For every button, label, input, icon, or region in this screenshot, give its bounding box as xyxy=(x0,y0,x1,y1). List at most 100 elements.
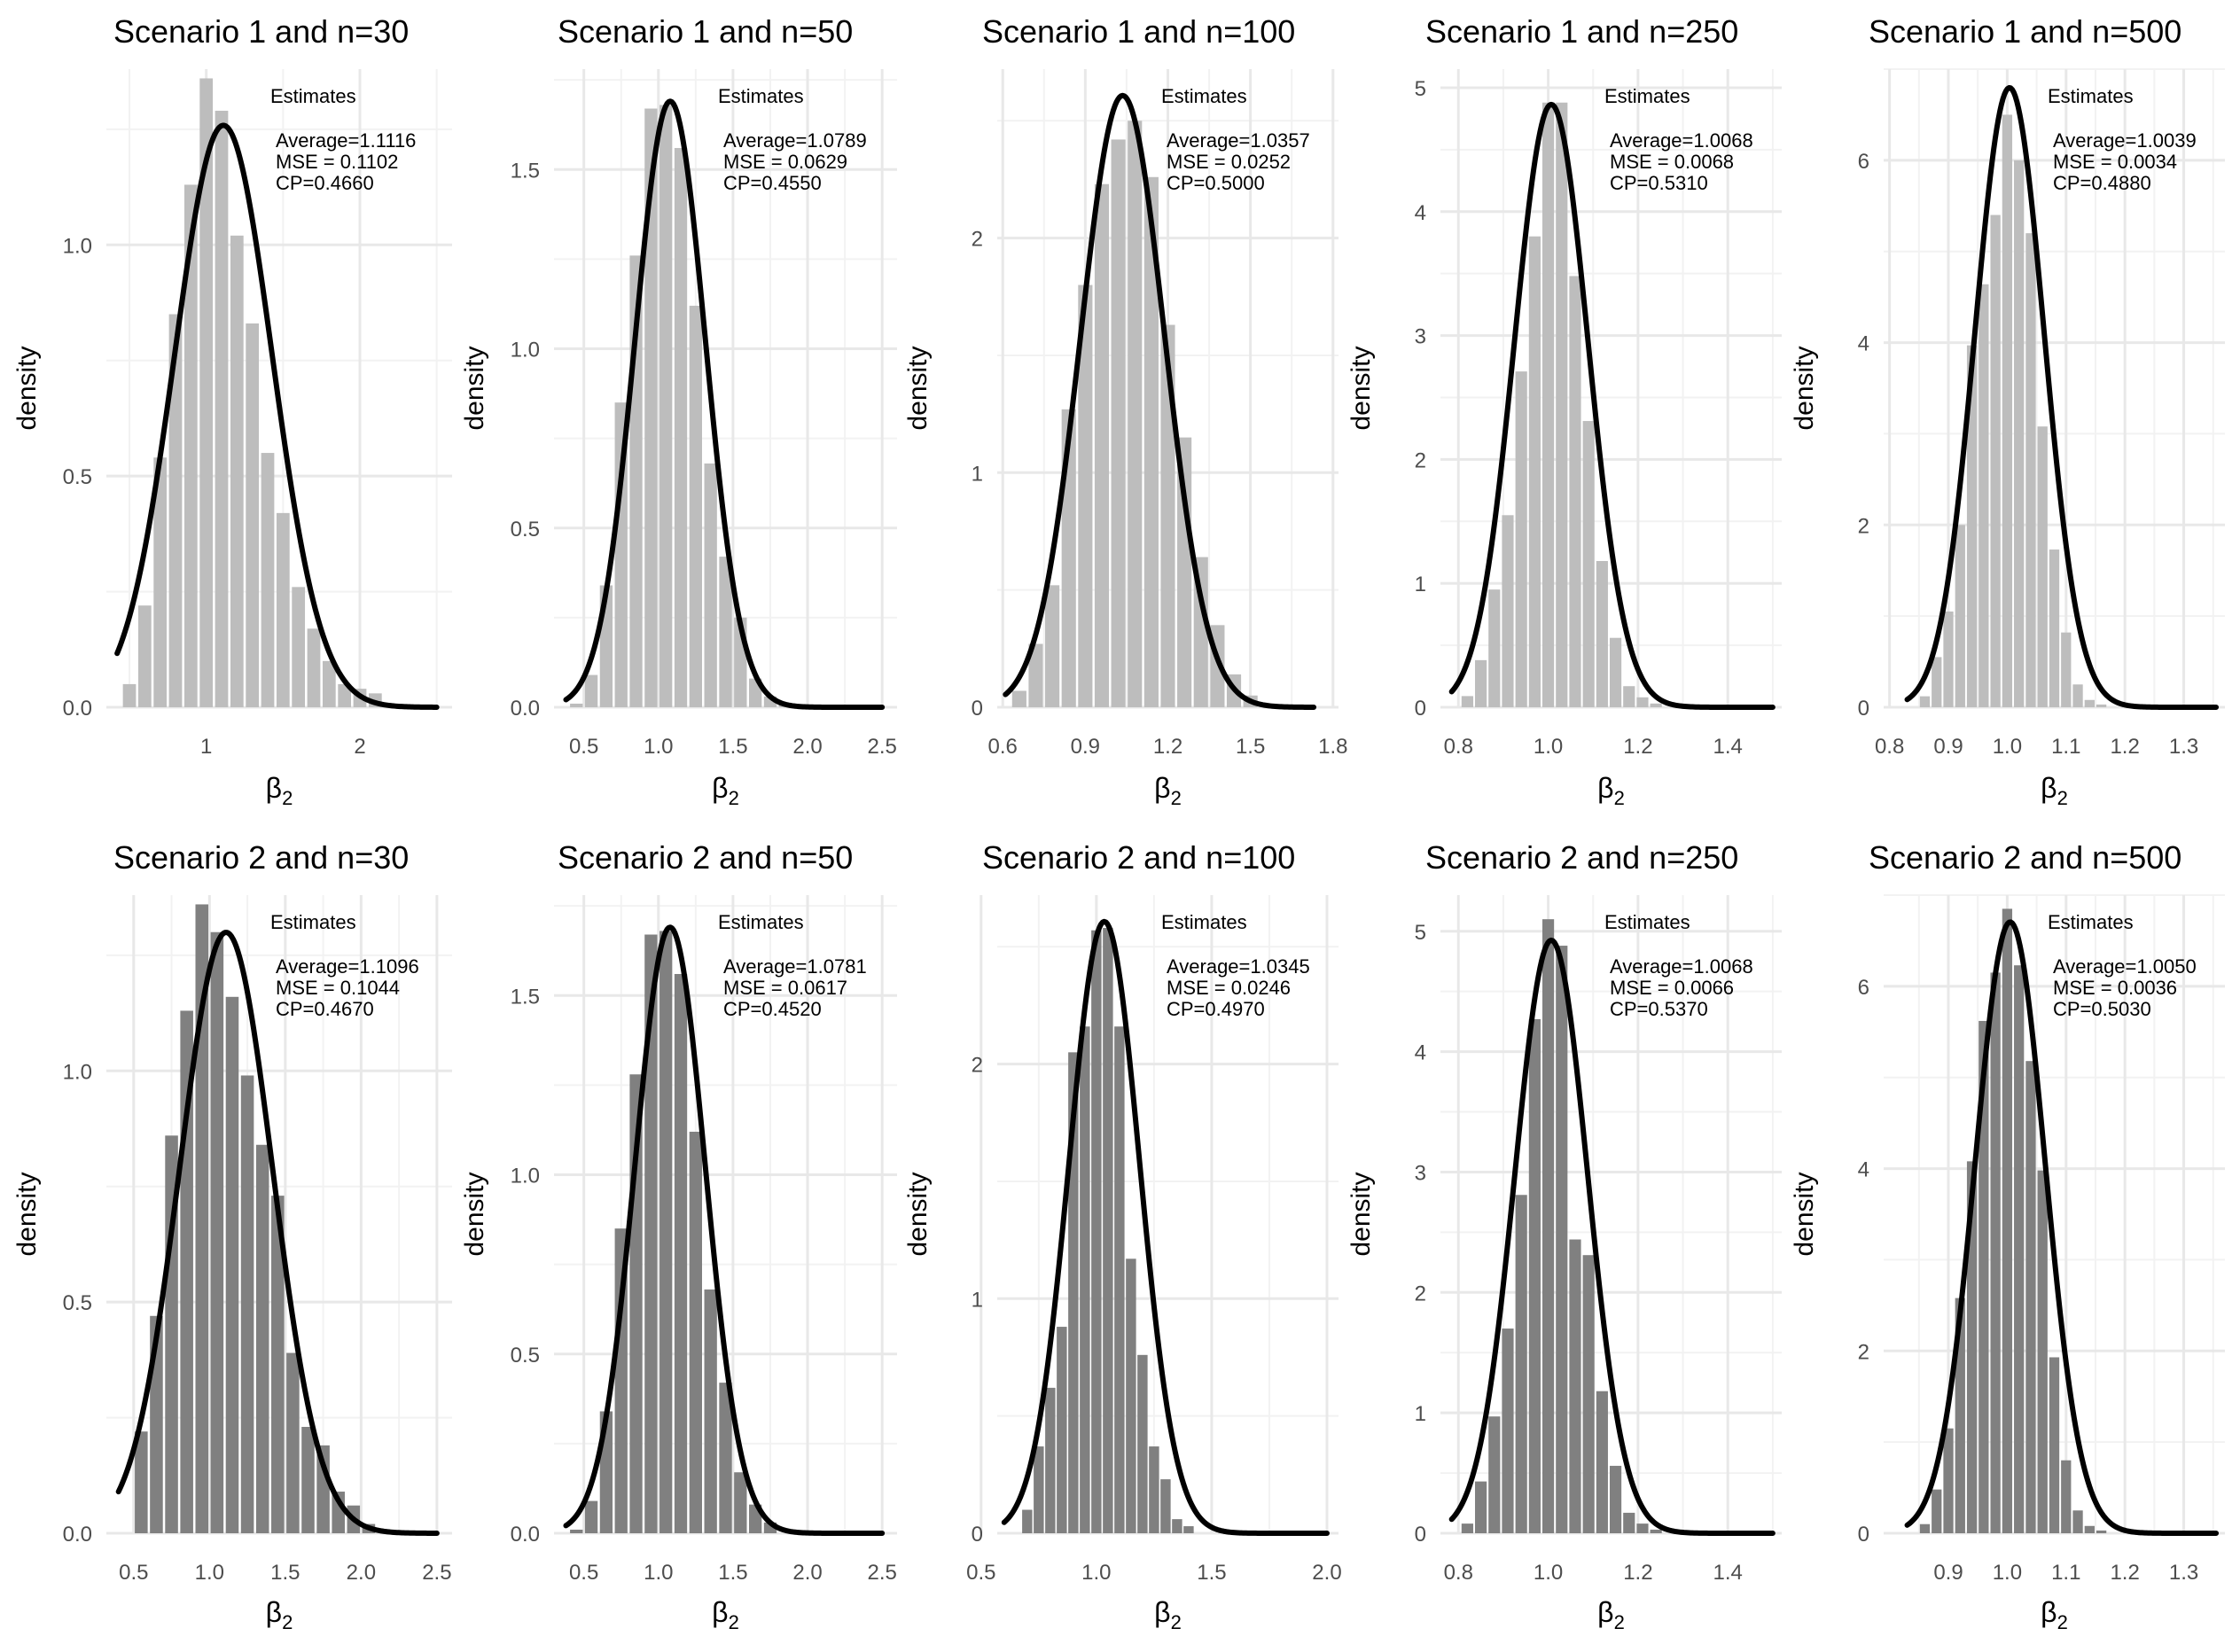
x-tick-label: 1.4 xyxy=(1713,1561,1743,1585)
legend-stat: CP=0.4670 xyxy=(276,998,374,1020)
legend-stat: CP=0.4550 xyxy=(723,172,822,194)
histogram-bar xyxy=(1966,345,1978,707)
density-curve xyxy=(563,924,886,1536)
histogram-bar xyxy=(734,1472,747,1533)
histogram-bar xyxy=(1919,696,1931,707)
x-axis-label-subscript: 2 xyxy=(1614,1611,1625,1633)
x-axis-label: β2 xyxy=(2041,772,2068,809)
x-tick-label: 0.5 xyxy=(569,735,598,759)
histogram-bar xyxy=(2096,704,2107,707)
histogram-bar xyxy=(1094,183,1110,708)
histogram-bars xyxy=(1461,919,1662,1533)
histogram-bar xyxy=(1143,176,1159,707)
histogram-bar xyxy=(1541,102,1555,708)
histogram-bar xyxy=(584,674,598,707)
histogram-bar xyxy=(1582,1255,1595,1533)
histogram-bar xyxy=(660,105,673,707)
histogram-bar xyxy=(183,184,198,707)
histogram-bar xyxy=(1183,1526,1194,1533)
density-curve xyxy=(1904,919,2220,1536)
chart-title: Scenario 1 and n=50 xyxy=(558,13,853,50)
histogram-bar xyxy=(1091,930,1102,1533)
panel-5: 0.8 0.9 1.0 1.1 1.2 1.3 0 2 4 6 Scenario 1 and n=5… xyxy=(1790,13,2225,809)
y-tick-label: 2 xyxy=(1858,514,1869,538)
histogram-bar xyxy=(570,703,583,707)
histogram-bar xyxy=(1502,1329,1514,1533)
histogram-bar xyxy=(1011,690,1026,707)
histogram-bar xyxy=(1541,919,1555,1533)
histogram-bar xyxy=(1475,1481,1487,1533)
x-axis-label-subscript: 2 xyxy=(282,787,293,809)
x-axis-label-base: β xyxy=(1154,1596,1170,1628)
x-axis-label: β2 xyxy=(712,1596,739,1633)
panel-10: 0.9 1.0 1.1 1.2 1.3 0 2 4 6 Scenario 2 and n=500 β… xyxy=(1790,839,2225,1633)
histogram-bar xyxy=(1623,1512,1635,1533)
minor-gridlines xyxy=(997,69,1339,707)
y-tick-label: 1.0 xyxy=(63,1060,92,1084)
histogram-bar xyxy=(674,973,688,1533)
histogram-bar xyxy=(276,512,290,707)
histogram-bar xyxy=(286,1352,300,1533)
y-tick-label: 3 xyxy=(1415,1161,1426,1185)
x-axis-label-subscript: 2 xyxy=(1614,787,1625,809)
x-tick-label: 1.5 xyxy=(270,1561,300,1585)
x-tick-label: 1.2 xyxy=(1153,735,1182,759)
y-tick-label: 5 xyxy=(1415,921,1426,945)
histogram-bar xyxy=(1068,1052,1079,1533)
x-tick-label: 0.5 xyxy=(569,1561,598,1585)
histogram-bar xyxy=(1556,946,1568,1533)
histogram-bar xyxy=(2037,1170,2048,1533)
legend-stat: MSE = 0.0068 xyxy=(1610,151,1734,173)
histogram-bar xyxy=(614,402,628,707)
histogram-bar xyxy=(215,110,229,707)
x-axis-label-base: β xyxy=(2041,1596,2057,1628)
histogram-bar xyxy=(1979,284,1989,707)
x-tick-label: 1.0 xyxy=(1993,1561,2022,1585)
histogram-bar xyxy=(1515,371,1527,707)
density-curve xyxy=(115,930,440,1536)
density-curve xyxy=(1448,937,1776,1536)
histogram-bar xyxy=(1515,1195,1527,1533)
y-tick-label: 0.5 xyxy=(511,518,540,542)
histogram-bar xyxy=(1943,1428,1954,1533)
histogram-bar xyxy=(1966,1161,1978,1533)
legend-stat: MSE = 0.1102 xyxy=(276,151,398,173)
histogram-bar xyxy=(1057,1327,1067,1533)
x-tick-label: 0.9 xyxy=(1933,1561,1963,1585)
histogram-bars xyxy=(1022,928,1194,1533)
x-axis-label-base: β xyxy=(1154,772,1170,804)
legend-stat: MSE = 0.1044 xyxy=(276,977,400,999)
x-tick-label: 1.3 xyxy=(2169,1561,2198,1585)
histogram-bars xyxy=(122,78,382,708)
x-tick-label: 2.0 xyxy=(347,1561,376,1585)
y-tick-label: 1 xyxy=(972,462,983,486)
x-tick-label: 1.3 xyxy=(2169,735,2198,759)
legend-stat: CP=0.4880 xyxy=(2053,172,2151,194)
y-tick-label: 4 xyxy=(1858,332,1869,356)
histogram-bar xyxy=(1623,686,1635,707)
histogram-bar xyxy=(1943,612,1954,707)
legend-title: Estimates xyxy=(270,85,356,107)
y-tick-label: 0.5 xyxy=(511,1344,540,1368)
histogram-bar xyxy=(2061,1460,2072,1533)
histogram-bar xyxy=(2084,699,2095,707)
histogram-bar xyxy=(570,1529,583,1533)
x-tick-label: 1.5 xyxy=(718,735,747,759)
histogram-bar xyxy=(2049,549,2060,707)
histogram-bar xyxy=(660,931,673,1533)
histogram-bar xyxy=(1034,1446,1044,1533)
legend-stat: CP=0.4520 xyxy=(723,998,822,1020)
legend-title: Estimates xyxy=(718,85,804,107)
histogram-bar xyxy=(1149,1446,1159,1533)
legend-stat: Average=1.0781 xyxy=(723,955,867,978)
histogram-bar xyxy=(122,683,137,707)
y-tick-label: 0.0 xyxy=(511,697,540,721)
legend-stat: Average=1.1116 xyxy=(276,129,416,152)
histogram-bar xyxy=(1955,525,1965,707)
y-axis-label: density xyxy=(460,1172,489,1256)
histogram-bar xyxy=(225,996,239,1533)
x-tick-label: 1.8 xyxy=(1318,735,1347,759)
x-axis-label-subscript: 2 xyxy=(282,1611,293,1633)
histogram-bar xyxy=(246,323,260,707)
